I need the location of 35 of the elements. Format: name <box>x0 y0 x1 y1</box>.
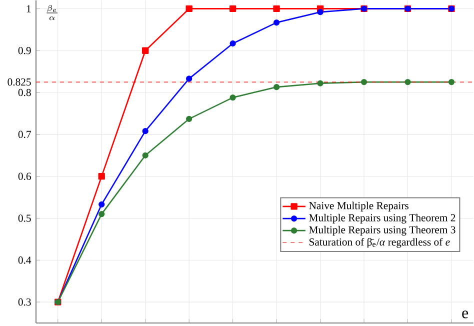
point <box>142 152 148 158</box>
point <box>273 19 280 26</box>
legend-label: Saturation of β̄$_{e}$/α regardless of e <box>309 238 450 248</box>
point <box>98 210 105 218</box>
point <box>360 78 368 86</box>
legend-label: Multiple Repairs using Theorem 3 <box>309 226 456 236</box>
point <box>186 5 192 12</box>
point <box>98 172 105 180</box>
point <box>230 94 236 101</box>
point <box>273 84 280 90</box>
y-tick-label: 0.4 <box>18 256 32 264</box>
point <box>186 76 192 82</box>
legend-label: Multiple Repairs using Theorem 2 <box>309 214 456 224</box>
point <box>229 5 236 12</box>
point <box>142 128 148 134</box>
point <box>98 201 105 208</box>
y-axis-title: $\frac{\beta_e}{\alpha}$ <box>46 4 58 20</box>
point <box>448 78 455 86</box>
point <box>404 78 411 86</box>
legend-label: Naive Multiple Repairs <box>309 202 408 212</box>
point <box>317 8 324 16</box>
y-tick-label: 0.7 <box>18 130 31 138</box>
y-tick-label: 1 <box>26 5 31 12</box>
x-axis-title: e <box>462 310 468 318</box>
y-tick-label: 0.6 <box>18 172 31 180</box>
y-tick-label: 0.8 <box>18 88 31 96</box>
y-tick-label: 0.5 <box>18 214 31 222</box>
point <box>186 116 192 122</box>
y-tick-label: 0.9 <box>18 47 31 54</box>
y-tick-label: 0.825 <box>8 78 31 86</box>
point <box>317 80 324 86</box>
point <box>230 40 236 47</box>
point <box>273 5 280 12</box>
point <box>142 47 149 54</box>
y-tick-label: 0.3 <box>18 298 31 306</box>
